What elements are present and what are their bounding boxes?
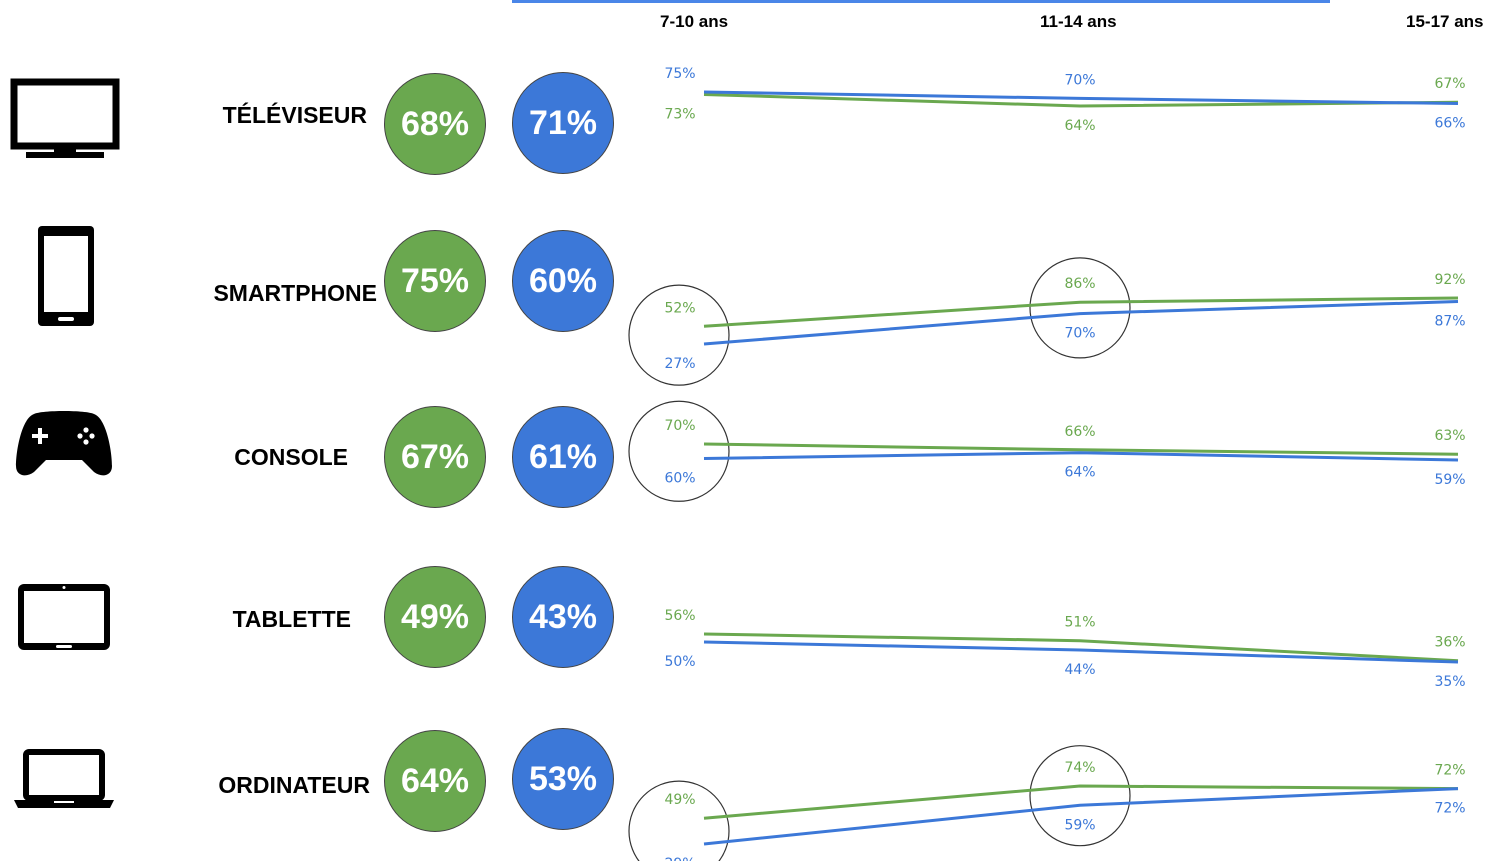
blue-data-label: 70% [1064,326,1095,342]
age-header-7-10: 7-10 ans [660,12,729,31]
blue-data-label: 64% [1064,465,1095,481]
green-data-label: 72% [1434,763,1465,779]
blue-bubble-tv: 71% [512,72,614,174]
header-accent-line [512,0,1330,3]
device-label-console: CONSOLE [234,444,348,470]
highlight-circle [1029,257,1131,359]
device-label-smartphone: SMARTPHONE [213,280,377,306]
highlight-circle [628,400,730,502]
blue-series-line [703,300,1459,346]
blue-series-line [703,787,1459,846]
green-data-label: 66% [1064,424,1095,440]
green-data-label: 92% [1434,272,1465,288]
green-data-label: 56% [664,608,695,624]
green-data-label: 74% [1064,760,1095,776]
device-label-tv: TÉLÉVISEUR [222,102,367,128]
blue-bubble-smartphone: 60% [512,230,614,332]
green-data-label: 70% [664,418,695,434]
blue-data-label: 87% [1434,314,1465,330]
tv-icon [10,78,120,158]
green-data-label: 67% [1434,76,1465,92]
green-series-line [703,442,1459,456]
blue-data-label: 44% [1064,662,1095,678]
green-bubble-tv: 68% [384,73,486,175]
age-header-15-17: 15-17 ans [1406,12,1484,31]
blue-data-label: 70% [1064,72,1095,88]
smartphone-icon [38,226,94,326]
green-data-label: 73% [664,107,695,123]
blue-data-label: 59% [1064,817,1095,833]
green-series-line [703,93,1459,108]
blue-bubble-tablet: 43% [512,566,614,668]
blue-data-label: 60% [664,471,695,487]
green-data-label: 64% [1064,118,1095,134]
blue-series-line [703,640,1459,664]
green-bubble-tablet: 49% [384,566,486,668]
device-label-laptop: ORDINATEUR [218,772,370,798]
blue-data-label: 72% [1434,801,1465,817]
blue-data-label: 27% [664,356,695,372]
blue-bubble-laptop: 53% [512,728,614,830]
green-data-label: 63% [1434,428,1465,444]
highlight-circle [1029,745,1131,847]
blue-data-label: 50% [664,654,695,670]
blue-data-label: 66% [1434,115,1465,131]
tablet-icon [18,584,110,650]
blue-bubble-console: 61% [512,406,614,508]
green-bubble-smartphone: 75% [384,230,486,332]
laptop-icon [14,749,114,808]
highlight-circle [628,284,730,386]
green-data-label: 51% [1064,615,1095,631]
green-series-line [703,784,1459,820]
green-bubble-laptop: 64% [384,730,486,832]
green-data-label: 52% [664,300,695,316]
green-data-label: 86% [1064,276,1095,292]
gamepad-icon [16,411,112,476]
green-series-line [703,296,1459,328]
blue-series-line [703,90,1459,105]
device-label-tablet: TABLETTE [232,606,351,632]
green-bubble-console: 67% [384,406,486,508]
green-data-label: 49% [664,792,695,808]
green-series-line [703,632,1459,663]
blue-data-label: 35% [1434,674,1465,690]
highlight-circle [628,780,730,861]
blue-series-line [703,451,1459,462]
green-data-label: 36% [1434,635,1465,651]
blue-data-label: 29% [664,856,695,861]
blue-data-label: 75% [664,66,695,82]
age-header-11-14: 11-14 ans [1040,12,1117,31]
blue-data-label: 59% [1434,472,1465,488]
